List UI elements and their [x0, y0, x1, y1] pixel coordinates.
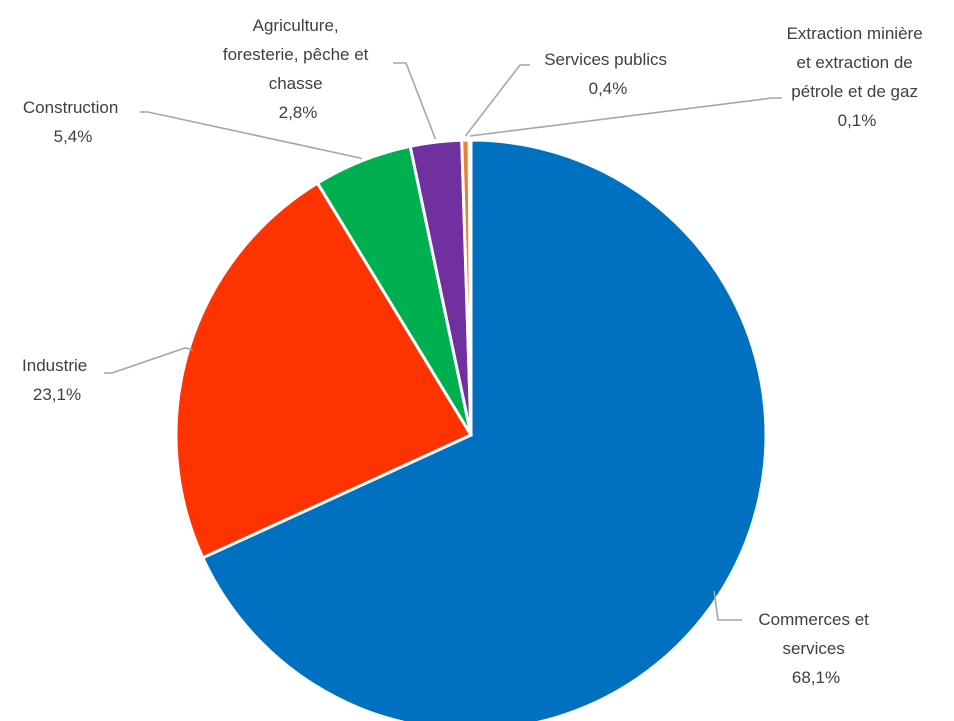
leader-line-industrie [104, 347, 193, 374]
label-industrie: Industrie 23,1% [22, 356, 92, 404]
label-extraction: Extraction minière et extraction de pétr… [787, 24, 928, 130]
leader-line-construction [140, 111, 362, 160]
label-construction: Construction 5,4% [23, 98, 123, 146]
leader-line-agriculture [393, 62, 437, 140]
leader-line-commerces [713, 591, 742, 621]
pie-slices [174, 138, 768, 721]
pie-slice-extraction [467, 138, 473, 436]
pie-slice-commerces [200, 138, 768, 721]
leader-line-services-publics [464, 64, 530, 137]
label-commerces: Commerces et services 68,1% [758, 610, 873, 687]
label-services-publics: Services publics 0,4% [544, 50, 672, 98]
leader-line-extraction [469, 97, 782, 137]
leader-lines [104, 62, 782, 621]
label-agriculture: Agriculture, foresterie, pêche et chasse… [223, 16, 373, 122]
